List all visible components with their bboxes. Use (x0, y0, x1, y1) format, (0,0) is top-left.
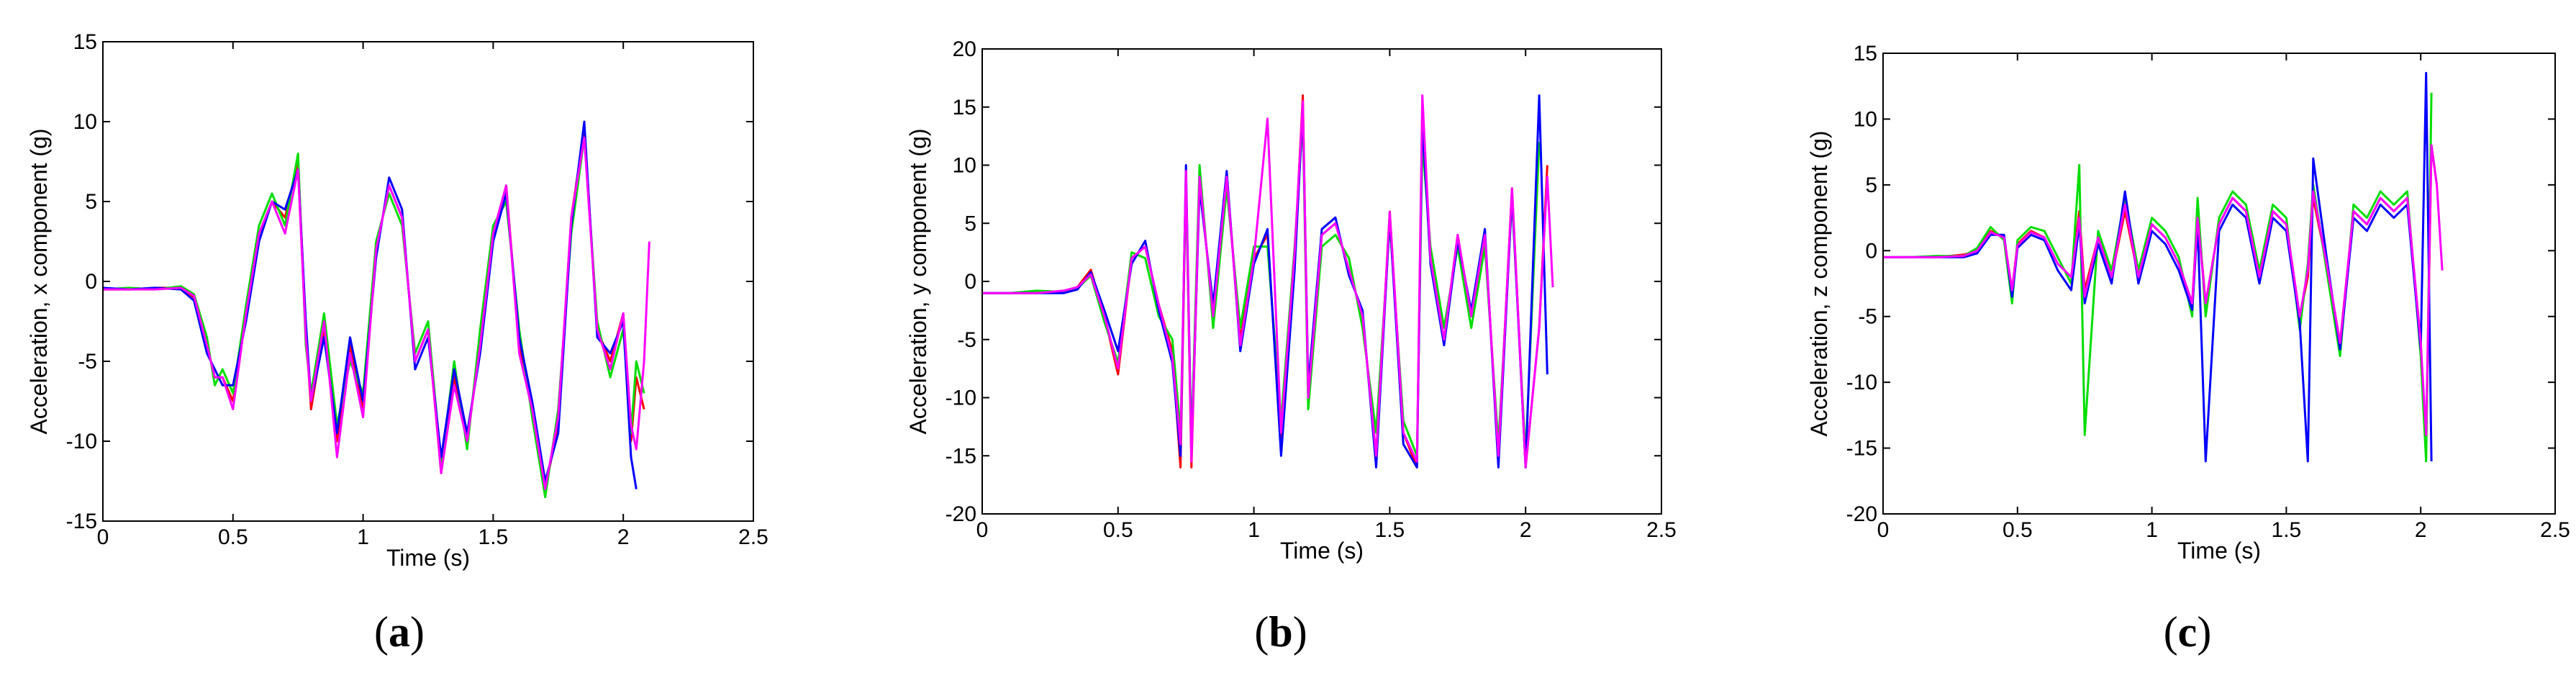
chart-panel-1: 0 0.5 1 1.5 2 2.5 -15 -10 -5 0 5 10 15 Time (s) Accele… (26, 30, 768, 656)
series-group (1883, 71, 2444, 463)
y-axis-label: Acceleration, z component (g) (1806, 130, 1832, 436)
series-group (103, 120, 650, 499)
chart-panel-3: 0 0.5 1 1.5 2 2.5 -20 -15 -10 -5 0 5 10 15 Time (s) Acc… (1806, 42, 2570, 656)
x-tick-label: 2.5 (738, 525, 768, 549)
x-tick-label: 0.5 (218, 525, 248, 549)
y-tick-label: -15 (945, 444, 976, 468)
x-tick-label: 2 (617, 525, 630, 549)
panel-label: (a) (374, 608, 425, 656)
x-tick-label: 1 (1248, 518, 1260, 542)
series-line-1 (103, 128, 645, 491)
y-tick-label: -15 (66, 510, 97, 533)
x-axis-label: Time (s) (1280, 538, 1364, 564)
x-tick-label: 0 (976, 518, 989, 542)
y-tick-label: -15 (1846, 437, 1877, 461)
y-axis-label: Acceleration, x component (g) (26, 128, 52, 434)
y-tick-label: 15 (73, 30, 97, 54)
series-line-2 (103, 136, 645, 499)
y-tick-label: -10 (66, 430, 97, 453)
y-tick-label: 5 (85, 190, 97, 214)
x-tick-label: 1 (357, 525, 369, 549)
axes-frame (1882, 53, 2556, 515)
x-tick-label: 1.5 (2272, 518, 2302, 542)
panel-label: (c) (2164, 608, 2212, 656)
x-tick-label: 2.5 (2540, 518, 2570, 542)
y-tick-label: 10 (73, 110, 97, 134)
y-tick-label: 0 (964, 270, 976, 294)
x-tick-label: 2 (1520, 518, 1532, 542)
x-tick-label: 1.5 (479, 525, 509, 549)
chart-panel-2: 0 0.5 1 1.5 2 2.5 -20 -15 -10 -5 0 5 10 15 20 Time (s) A… (905, 37, 1677, 656)
y-tick-label: -10 (945, 387, 976, 410)
y-tick-label: 0 (85, 270, 97, 294)
series-line-4 (982, 94, 1554, 469)
y-tick-label: 15 (1854, 42, 1877, 65)
x-tick-label: 2 (2415, 518, 2427, 542)
x-tick-label: 0.5 (1103, 518, 1133, 542)
y-tick-label: -5 (1858, 305, 1877, 329)
series-line-2 (982, 117, 1541, 457)
series-line-2 (1883, 92, 2433, 463)
series-line-1 (1883, 144, 2439, 450)
y-tick-label: -20 (1846, 502, 1877, 526)
x-tick-label: 2.5 (1646, 518, 1677, 542)
y-tick-label: 5 (1865, 173, 1877, 197)
x-tick-label: 0.5 (2003, 518, 2033, 542)
y-tick-label: -5 (957, 328, 976, 352)
y-tick-label: -20 (945, 502, 976, 526)
series-group (982, 94, 1554, 469)
y-tick-label: -10 (1846, 371, 1877, 394)
series-line-4 (1883, 144, 2444, 436)
y-tick-label: 10 (1854, 107, 1877, 131)
y-axis-label: Acceleration, y component (g) (905, 128, 931, 434)
y-tick-label: -5 (78, 350, 97, 374)
series-line-4 (103, 136, 650, 491)
series-line-3 (1883, 71, 2433, 463)
y-tick-label: 20 (953, 37, 976, 61)
x-axis-label: Time (s) (2177, 538, 2261, 564)
y-tick-label: 5 (964, 212, 976, 235)
panel-label: (b) (1254, 608, 1307, 656)
axes-frame (102, 41, 754, 522)
x-axis-label: Time (s) (386, 545, 470, 571)
y-tick-label: 15 (953, 96, 976, 119)
y-tick-label: 10 (953, 154, 976, 178)
y-tick-label: 0 (1865, 239, 1877, 263)
x-tick-label: 1.5 (1375, 518, 1405, 542)
x-tick-label: 1 (2146, 518, 2158, 542)
x-tick-label: 0 (97, 525, 109, 549)
x-tick-label: 0 (1877, 518, 1890, 542)
